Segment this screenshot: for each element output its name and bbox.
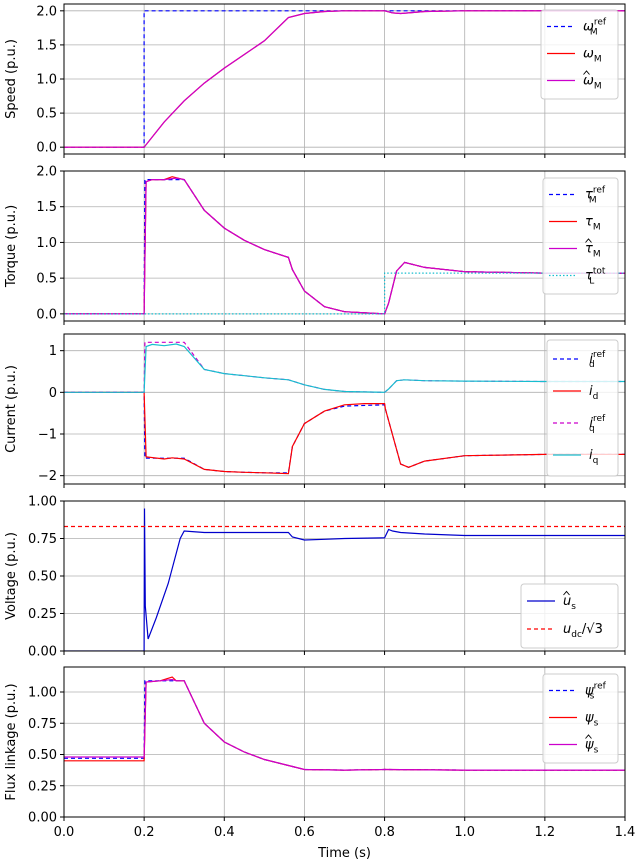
series-group <box>64 10 625 148</box>
y-axis-label: Current (p.u.) <box>4 365 19 453</box>
series-line-2 <box>64 176 625 315</box>
legend: us udc/√3 <box>520 583 619 649</box>
x-tick-label: 1.0 <box>454 825 475 840</box>
series-line-3 <box>64 10 625 148</box>
y-tick-label: 0.75 <box>28 717 57 732</box>
series-line-1 <box>64 179 625 315</box>
legend-entry: udc/√3 <box>563 622 603 640</box>
y-tick-label: 1.0 <box>36 236 57 251</box>
y-axis-label: Speed (p.u.) <box>4 39 19 119</box>
series-line-1 <box>64 680 625 771</box>
y-tick-label: −2 <box>38 469 57 484</box>
y-tick-label: 0.5 <box>36 107 57 122</box>
legend-entry: τref M <box>585 186 606 206</box>
y-tick-label: 0.75 <box>28 532 57 547</box>
legend-entry: us <box>563 594 576 612</box>
series-group <box>64 508 625 651</box>
series-group <box>64 176 625 315</box>
x-tick-label: 0.4 <box>214 825 235 840</box>
legend-entry: ωM <box>583 74 602 92</box>
legend-entry: ωM <box>583 47 602 65</box>
panel-2: 0.0 0.5 1.0 1.5 2.0 Torque (p.u.) τref M τM τM τto… <box>4 165 626 325</box>
series-line-4 <box>64 272 625 315</box>
y-tick-label: 0 <box>49 386 57 401</box>
series-line-3 <box>64 678 625 771</box>
y-tick-label: 2.0 <box>36 165 57 180</box>
legend-box <box>546 339 619 477</box>
legend-entry: ψref s <box>585 682 607 702</box>
legend-entry: ωref M <box>583 18 607 38</box>
panel-1: 0.0 0.5 1.0 1.5 2.0 Speed (p.u.) ωref M ωM ωM <box>4 3 626 158</box>
y-tick-label: 1.0 <box>36 73 57 88</box>
y-tick-label: 0.00 <box>28 811 57 826</box>
y-tick-label: 1.00 <box>28 686 57 701</box>
x-tick-label: 0.8 <box>374 825 395 840</box>
series-line-2 <box>64 391 625 475</box>
y-tick-label: 1.5 <box>36 200 57 215</box>
legend-hat-mark <box>585 238 592 243</box>
x-tick-label: 0.6 <box>294 825 315 840</box>
y-axis-label: Voltage (p.u.) <box>4 532 19 620</box>
plot-frame <box>63 666 626 818</box>
y-tick-label: −1 <box>38 428 57 443</box>
legend: τref M τM τM τtot L <box>542 177 619 295</box>
y-tick-label: 0.0 <box>36 141 57 156</box>
legend-entry: iref d <box>589 350 606 370</box>
x-axis-label: Time (s) <box>317 846 371 861</box>
legend-entry: ψs <box>585 711 599 729</box>
x-tick-label: 0.0 <box>54 825 75 840</box>
x-tick-label: 0.2 <box>134 825 155 840</box>
plot-frame <box>63 333 626 485</box>
legend-entry: τM <box>585 242 601 260</box>
y-tick-label: 0.50 <box>28 570 57 585</box>
panel-3: −2 −1 0 1 Current (p.u.) iref d id iref q iq <box>4 333 626 488</box>
legend-entry: ψs <box>585 738 599 756</box>
legend: ωref M ωM ωM <box>540 9 619 100</box>
legend: iref d id iref q iq <box>546 339 619 477</box>
legend-hat-mark <box>585 734 592 739</box>
y-tick-label: 0.25 <box>28 607 57 622</box>
y-tick-label: 0.0 <box>36 307 57 322</box>
y-tick-label: 1.00 <box>28 495 57 510</box>
y-axis-label: Torque (p.u.) <box>4 205 19 288</box>
y-tick-label: 0.00 <box>28 645 57 660</box>
series-line-3 <box>64 341 625 393</box>
series-group <box>64 341 625 475</box>
legend-box <box>542 673 619 764</box>
y-tick-label: 1.5 <box>36 38 57 53</box>
x-tick-label: 1.2 <box>535 825 556 840</box>
legend-entry: τtot L <box>585 267 606 287</box>
legend-hat-mark <box>563 590 570 596</box>
legend-box <box>520 583 619 649</box>
series-line-4 <box>64 343 625 393</box>
legend-entry: τM <box>585 215 601 233</box>
y-tick-label: 1 <box>49 344 57 359</box>
series-group <box>64 676 625 771</box>
y-tick-label: 0.25 <box>28 779 57 794</box>
plot-frame <box>63 170 626 322</box>
y-axis-label: Flux linkage (p.u.) <box>4 683 19 800</box>
legend-box <box>542 177 619 295</box>
legend-entry: iq <box>589 448 598 466</box>
y-tick-label: 2.0 <box>36 4 57 19</box>
legend-entry: iref q <box>589 414 606 434</box>
series-line-3 <box>64 177 625 315</box>
panel-5: 0.00 0.25 0.50 0.75 1.00 0.0 0.2 0.4 0.6 0.8 1.0 1.… <box>4 666 636 840</box>
panel-4: 0.00 0.25 0.50 0.75 1.00 Voltage (p.u.) us udc/… <box>4 495 626 660</box>
series-line-1 <box>64 508 625 651</box>
y-tick-label: 0.5 <box>36 272 57 287</box>
y-tick-label: 0.50 <box>28 748 57 763</box>
x-tick-label: 1.4 <box>615 825 636 840</box>
legend-entry: id <box>589 384 598 402</box>
legend-box <box>540 9 619 100</box>
legend: ψref s ψs ψs <box>542 673 619 764</box>
legend-hat-mark <box>583 70 590 75</box>
